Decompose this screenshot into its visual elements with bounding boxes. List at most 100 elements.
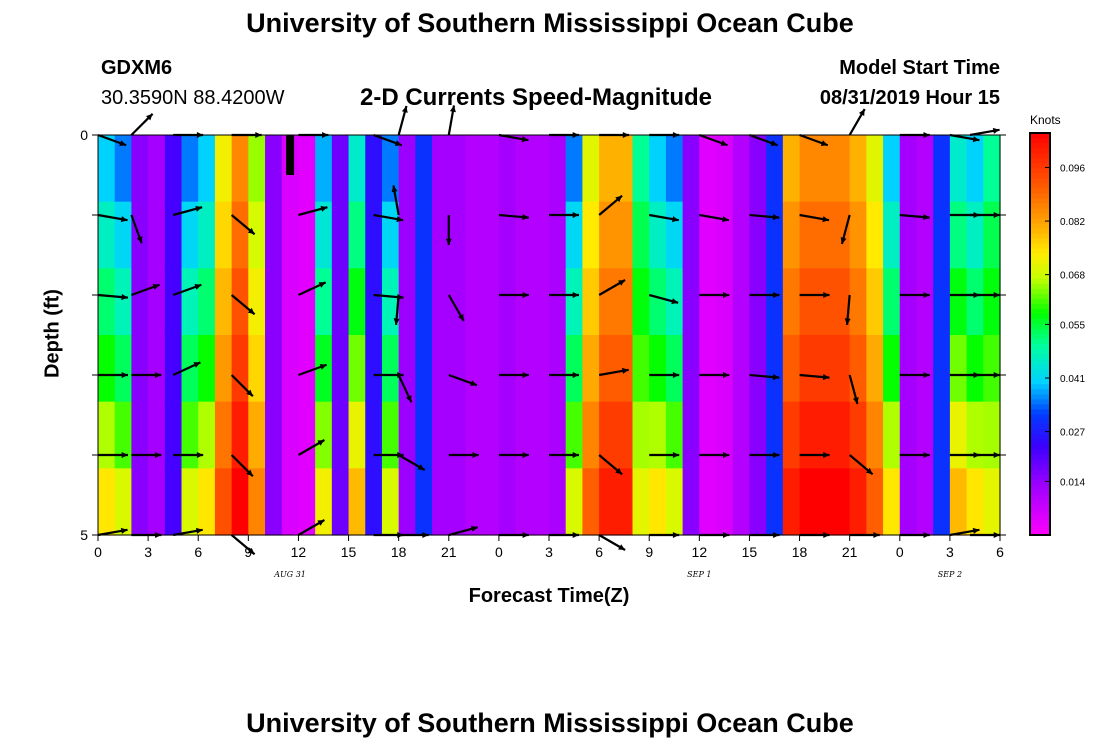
heat-cell [532, 135, 550, 203]
x-tick-label: 0 [495, 544, 503, 560]
colorbar-segment [1030, 163, 1050, 169]
velocity-arrow [448, 525, 479, 537]
colorbar-segment [1030, 509, 1050, 516]
heat-cell [381, 335, 400, 403]
heat-cell [131, 268, 149, 336]
velocity-arrow [97, 293, 128, 301]
heat-cell [448, 468, 467, 536]
heat-cell [916, 135, 934, 203]
heat-cell [565, 201, 583, 269]
velocity-arrow [799, 133, 829, 147]
colorbar-segment [1030, 318, 1050, 325]
heat-cell [732, 201, 751, 269]
heat-cell [415, 335, 433, 403]
heat-cell [799, 268, 817, 336]
heat-cell [432, 268, 450, 336]
heat-cell [265, 201, 283, 269]
velocity-arrow [598, 194, 623, 216]
heat-cell [615, 201, 634, 269]
x-tick-label: 6 [996, 544, 1004, 560]
heat-cell [599, 201, 617, 269]
velocity-arrow [799, 452, 830, 458]
velocity-arrow [699, 292, 730, 298]
heat-cell [816, 201, 834, 269]
date-label: SEP 2 [938, 570, 962, 579]
heat-cell [899, 401, 918, 469]
heat-cell [164, 335, 183, 403]
velocity-arrow [448, 373, 478, 387]
heat-cell [148, 201, 166, 269]
heat-cell [465, 468, 483, 536]
velocity-arrow [447, 294, 465, 322]
heat-cell [415, 135, 433, 203]
velocity-arrow [97, 133, 127, 147]
heat-cell [331, 268, 350, 336]
heat-cell [331, 201, 350, 269]
colorbar-segment [1030, 369, 1050, 375]
heat-cell [883, 268, 901, 336]
heat-cell [515, 468, 533, 536]
heat-cell [632, 135, 650, 203]
heat-cell [265, 335, 283, 403]
colorbar-segment [1030, 178, 1050, 184]
velocity-arrow [373, 133, 403, 147]
velocity-arrow [549, 212, 579, 218]
velocity-arrow [649, 213, 679, 223]
heat-cell [248, 335, 266, 403]
x-axis-label: Forecast Time(Z) [468, 585, 630, 607]
colorbar-segment [1030, 193, 1050, 199]
velocity-arrow [130, 214, 143, 244]
heat-cell [114, 468, 132, 536]
heat-cell [365, 401, 383, 469]
heat-cell [766, 135, 784, 203]
heat-cell [381, 468, 400, 536]
velocity-arrow [298, 363, 328, 377]
heat-cell [682, 201, 700, 269]
heat-cell [131, 135, 149, 203]
heat-cell [632, 335, 650, 403]
x-tick-label: 3 [545, 544, 553, 560]
heat-cell [916, 268, 934, 336]
heat-cell [849, 201, 867, 269]
heat-cell [515, 201, 533, 269]
heat-cell [131, 401, 149, 469]
heat-cell [181, 135, 199, 203]
colorbar-segment [1030, 434, 1050, 441]
heat-cell [866, 268, 884, 336]
heat-cell [114, 135, 132, 203]
velocity-arrow [445, 215, 452, 245]
heat-cell [365, 335, 383, 403]
colorbar-segment [1030, 138, 1050, 144]
heat-cell [498, 335, 517, 403]
heat-cell [816, 135, 834, 203]
colorbar-segment [1030, 148, 1050, 154]
velocity-arrow [549, 292, 579, 298]
heat-cell [716, 135, 734, 203]
heat-cell [549, 335, 567, 403]
colorbar-segment [1030, 344, 1050, 350]
colorbar-segment [1030, 359, 1050, 365]
heat-cell [164, 201, 183, 269]
velocity-arrow [799, 373, 830, 381]
heat-cell [883, 201, 901, 269]
heat-cell [315, 468, 333, 536]
x-tick-label: 3 [946, 544, 954, 560]
heat-cell [983, 468, 1001, 536]
heat-cell [348, 268, 366, 336]
heat-cell [699, 201, 717, 269]
heat-cell [632, 468, 650, 536]
title-bottom: University of Southern Mississippi Ocean… [246, 708, 854, 738]
x-tick-label: 6 [194, 544, 202, 560]
heat-cell [549, 135, 567, 203]
colorbar-segment [1030, 484, 1050, 491]
y-tick-label: 5 [80, 527, 88, 543]
heat-cell [348, 335, 366, 403]
heat-cell [883, 135, 901, 203]
velocity-arrow [98, 452, 128, 458]
heat-cell [365, 135, 383, 203]
velocity-arrow [498, 452, 529, 458]
velocity-arrow [172, 527, 203, 537]
heat-cell [515, 268, 533, 336]
heat-cell [782, 468, 801, 536]
heat-cell [331, 135, 350, 203]
